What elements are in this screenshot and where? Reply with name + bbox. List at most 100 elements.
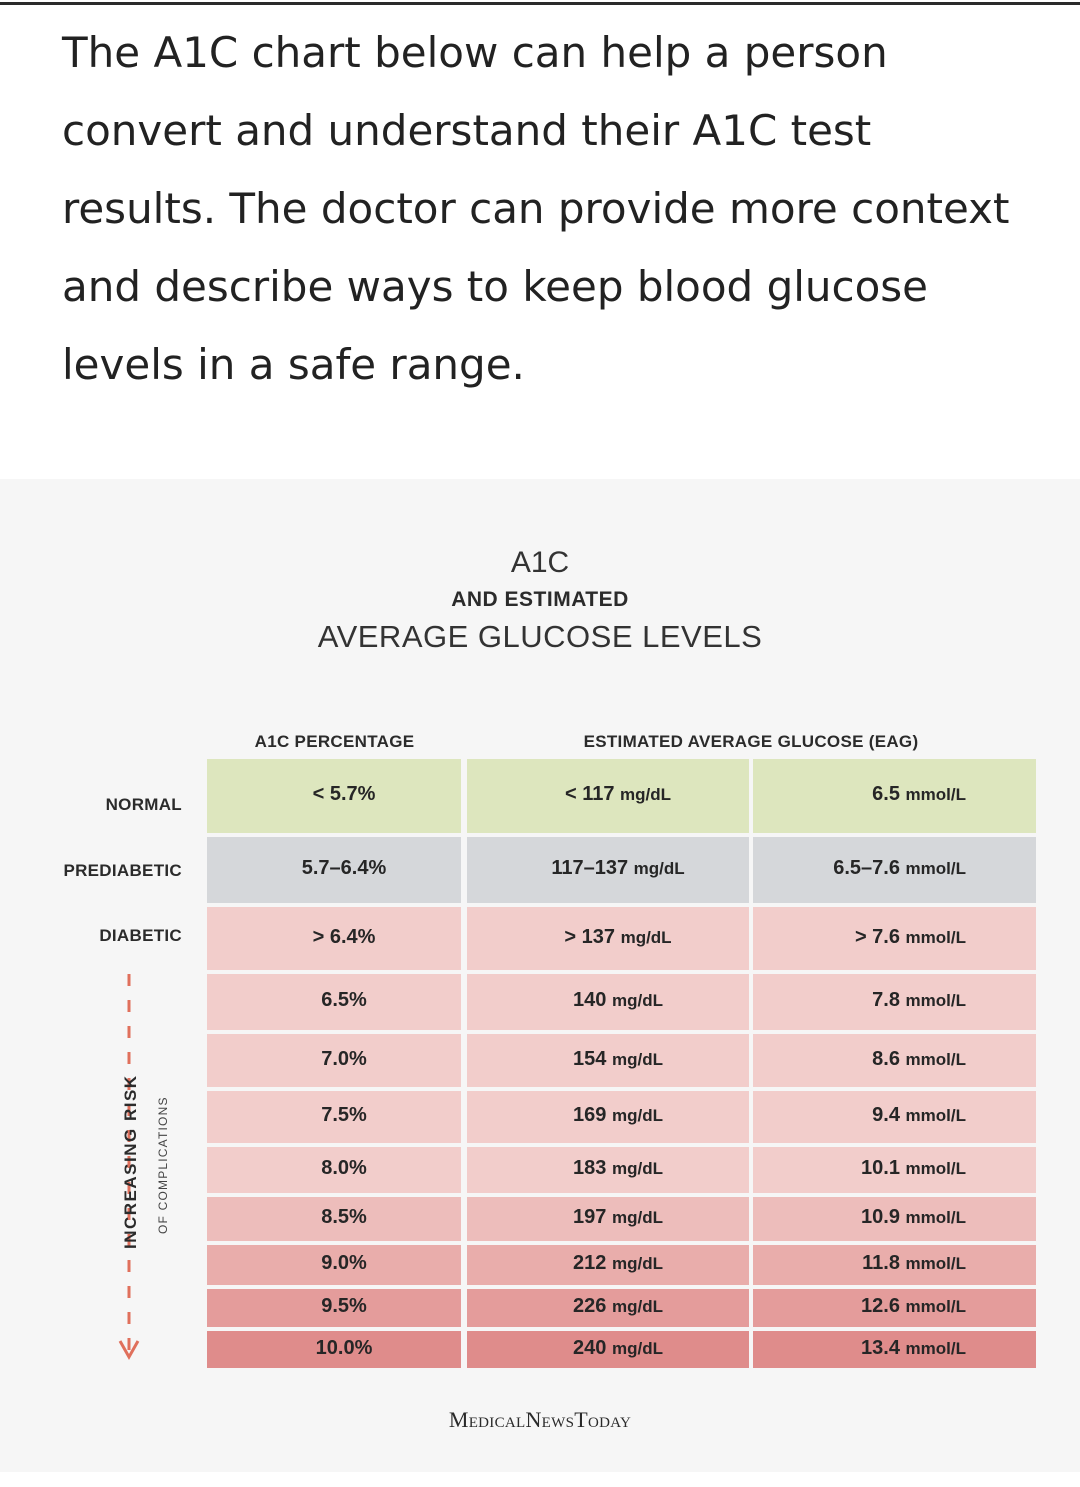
cell-unit: mmol/L — [905, 785, 966, 804]
cell-value: > 137 — [564, 925, 616, 948]
mgdl-cell: 183 mg/dL — [467, 1147, 749, 1193]
mgdl-cell: 212 mg/dL — [467, 1245, 749, 1285]
cell-unit: mg/dL — [611, 1106, 663, 1125]
a1c-cell: 10.0% — [207, 1331, 461, 1368]
cell-value: 117–137 — [551, 857, 629, 879]
cell-value: 212 — [573, 1252, 607, 1274]
cell-value: 5.7–6.4% — [301, 857, 387, 879]
mmol-cell: 13.4 mmol/L — [753, 1331, 1036, 1368]
cell-value: 169 — [573, 1104, 607, 1126]
cell-unit: mg/dL — [611, 1254, 663, 1273]
a1c-cell: 9.0% — [207, 1245, 461, 1285]
mmol-cell: 10.1 mmol/L — [753, 1147, 1036, 1193]
category-label-prediabetic: PREDIABETIC — [63, 861, 182, 880]
cell-value: 9.5% — [321, 1295, 367, 1317]
cell-unit: mg/dL — [611, 1338, 663, 1358]
intro-paragraph: The A1C chart below can help a person co… — [62, 28, 1010, 389]
increasing-risk-label: INCREASING RISK — [121, 1074, 140, 1249]
cell-value: 197 — [573, 1206, 607, 1228]
cell-value: 140 — [573, 989, 607, 1011]
cell-value: 6.5–7.6 — [833, 857, 900, 879]
cell-unit: mg/dL — [620, 927, 672, 947]
cell-value: 6.5 — [872, 783, 900, 805]
cell-value: 7.0% — [321, 1047, 367, 1070]
mgdl-cell: 117–137 mg/dL — [467, 837, 749, 903]
cell-value: 183 — [573, 1157, 607, 1179]
a1c-cell: < 5.7% — [207, 759, 461, 833]
cell-value: 6.5% — [321, 989, 367, 1011]
cell-unit: mmol/L — [905, 991, 966, 1010]
risk-arrow-head — [118, 1340, 140, 1361]
mgdl-cell: < 117 mg/dL — [467, 759, 749, 833]
cell-value: 10.1 — [861, 1157, 900, 1179]
cell-unit: mmol/L — [905, 1106, 966, 1125]
chart-title-and-estimated: AND ESTIMATED — [451, 588, 629, 611]
cell-value: 13.4 — [861, 1336, 900, 1359]
cell-unit: mmol/L — [905, 1297, 966, 1316]
cell-value: 12.6 — [861, 1295, 900, 1317]
a1c-cell: 7.0% — [207, 1034, 461, 1087]
cell-unit: mg/dL — [633, 859, 685, 878]
cell-unit: mmol/L — [905, 1208, 966, 1227]
cell-value: 7.8 — [872, 989, 900, 1011]
cell-unit: mmol/L — [905, 1254, 966, 1273]
cell-unit: mmol/L — [905, 1159, 966, 1178]
a1c-chart-image: A1C AND ESTIMATED AVERAGE GLUCOSE LEVELS… — [0, 479, 1080, 1472]
a1c-cell: > 6.4% — [207, 907, 461, 970]
column-header-eag: ESTIMATED AVERAGE GLUCOSE (EAG) — [583, 732, 919, 751]
cell-unit: mmol/L — [905, 859, 966, 878]
cell-unit: mg/dL — [620, 785, 672, 804]
cell-value: > 6.4% — [312, 925, 376, 948]
cell-value: 9.0% — [321, 1252, 367, 1274]
category-label-normal: NORMAL — [105, 795, 182, 814]
cell-value: < 117 — [564, 783, 615, 805]
cell-value: 240 — [573, 1336, 607, 1359]
cell-value: > 7.6 — [854, 925, 900, 948]
mgdl-cell: 154 mg/dL — [467, 1034, 749, 1087]
cell-unit: mg/dL — [611, 1208, 663, 1227]
top-divider — [0, 2, 1080, 5]
mmol-cell: 8.6 mmol/L — [753, 1034, 1036, 1087]
mmol-cell: 6.5–7.6 mmol/L — [753, 837, 1036, 903]
mmol-cell: 6.5 mmol/L — [753, 759, 1036, 833]
mgdl-cell: > 137 mg/dL — [467, 907, 749, 970]
column-header-a1c: A1C PERCENTAGE — [254, 732, 415, 751]
cell-value: 11.8 — [862, 1252, 900, 1274]
mgdl-cell: 226 mg/dL — [467, 1289, 749, 1327]
mmol-cell: 7.8 mmol/L — [753, 974, 1036, 1030]
cell-value: 226 — [573, 1295, 607, 1317]
a1c-cell: 7.5% — [207, 1091, 461, 1143]
a1c-cell: 9.5% — [207, 1289, 461, 1327]
cell-unit: mmol/L — [905, 927, 966, 947]
mmol-cell: > 7.6 mmol/L — [753, 907, 1036, 970]
cell-value: 9.4 — [872, 1104, 900, 1126]
cell-unit: mg/dL — [611, 1297, 663, 1316]
mmol-cell: 12.6 mmol/L — [753, 1289, 1036, 1327]
mgdl-cell: 140 mg/dL — [467, 974, 749, 1030]
category-label-diabetic: DIABETIC — [99, 926, 182, 945]
cell-value: < 5.7% — [312, 783, 376, 805]
brand-logo: MedicalNewsToday — [448, 1407, 632, 1432]
cell-value: 8.0% — [321, 1157, 367, 1179]
chart-title-average-glucose: AVERAGE GLUCOSE LEVELS — [317, 619, 763, 654]
cell-value: 7.5% — [321, 1104, 367, 1126]
complications-label: OF COMPLICATIONS — [156, 1096, 170, 1234]
cell-value: 8.6 — [872, 1047, 900, 1070]
chart-title-a1c: A1C — [510, 546, 570, 579]
mgdl-cell: 169 mg/dL — [467, 1091, 749, 1143]
a1c-cell: 6.5% — [207, 974, 461, 1030]
a1c-cell: 8.5% — [207, 1197, 461, 1241]
a1c-cell: 8.0% — [207, 1147, 461, 1193]
mgdl-cell: 197 mg/dL — [467, 1197, 749, 1241]
mmol-cell: 11.8 mmol/L — [753, 1245, 1036, 1285]
cell-unit: mg/dL — [611, 1049, 663, 1069]
mmol-cell: 10.9 mmol/L — [753, 1197, 1036, 1241]
mgdl-cell: 240 mg/dL — [467, 1331, 749, 1368]
cell-value: 154 — [573, 1047, 607, 1070]
increasing-risk-arrow-icon — [118, 974, 140, 1361]
a1c-cell: 5.7–6.4% — [207, 837, 461, 903]
cell-unit: mmol/L — [905, 1338, 966, 1358]
cell-unit: mg/dL — [611, 991, 663, 1010]
cell-unit: mmol/L — [905, 1049, 966, 1069]
cell-value: 8.5% — [321, 1206, 367, 1228]
